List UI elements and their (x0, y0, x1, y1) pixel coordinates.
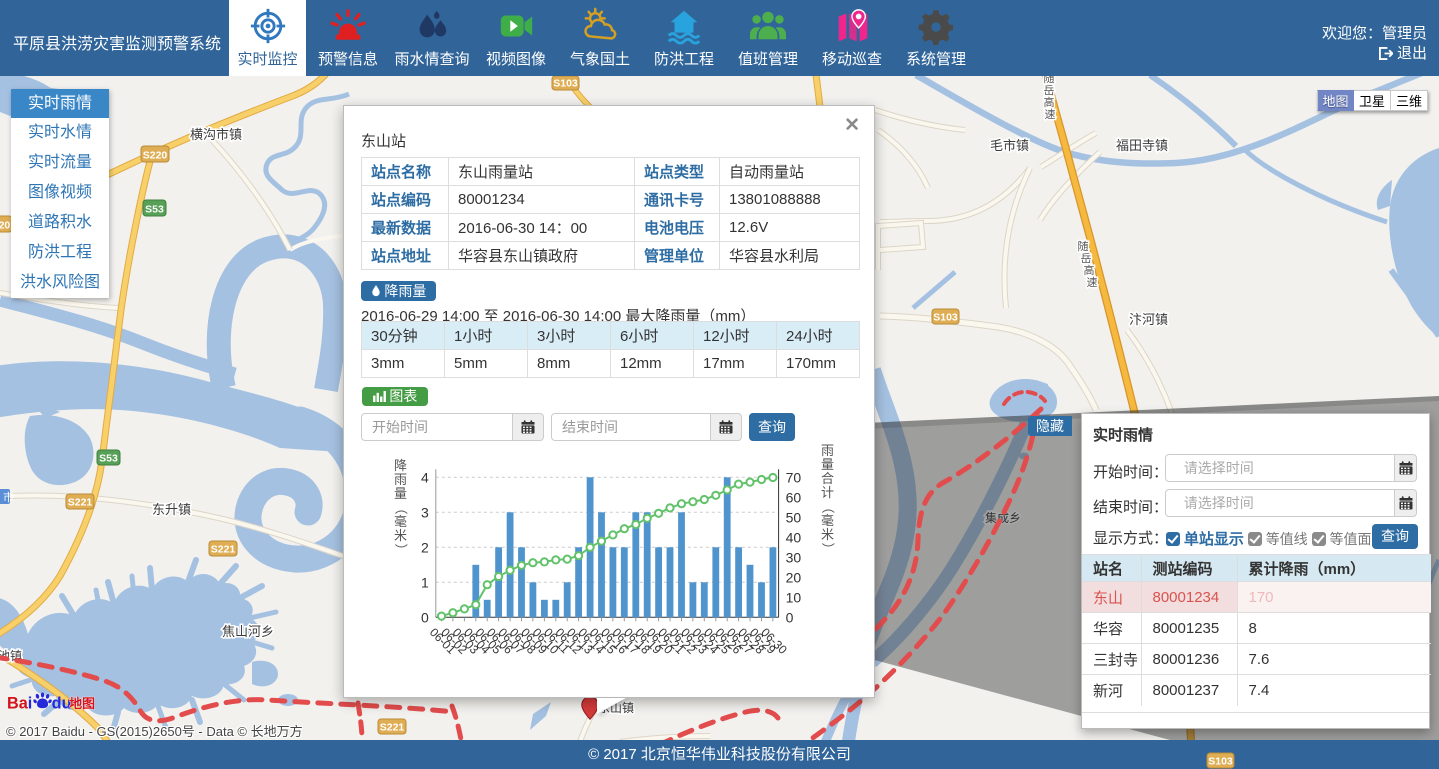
svg-text:S221: S221 (380, 722, 405, 734)
svg-text:市: 市 (3, 490, 14, 504)
svg-text:du: du (52, 694, 72, 712)
svg-text:S103: S103 (1208, 756, 1233, 768)
svg-text:60: 60 (786, 489, 802, 505)
svg-text:地图: 地图 (69, 696, 95, 711)
svg-text:S53: S53 (99, 453, 118, 465)
svg-text:0: 0 (786, 609, 794, 625)
svg-text:0: 0 (421, 609, 429, 625)
svg-text:30: 30 (786, 549, 802, 565)
svg-text:福田寺镇: 福田寺镇 (1116, 138, 1168, 153)
svg-text:汴河镇: 汴河镇 (1129, 312, 1168, 327)
svg-text:S220: S220 (143, 150, 168, 162)
svg-text:S220: S220 (0, 220, 10, 232)
svg-text:S53: S53 (145, 204, 164, 216)
svg-text:S103: S103 (933, 312, 958, 324)
svg-text:随岳高速: 随岳高速 (1044, 71, 1056, 121)
svg-text:随岳高速: 随岳高速 (1078, 239, 1098, 289)
svg-text:70: 70 (786, 469, 802, 485)
svg-text:集成乡: 集成乡 (985, 510, 1021, 525)
svg-text:20: 20 (786, 569, 802, 585)
svg-text:S221: S221 (211, 544, 236, 556)
svg-text:Bai: Bai (7, 694, 32, 712)
svg-text:50: 50 (786, 509, 802, 525)
svg-text:东升镇: 东升镇 (152, 502, 191, 517)
svg-text:1: 1 (421, 574, 429, 590)
svg-text:2: 2 (421, 539, 429, 555)
svg-text:毛市镇: 毛市镇 (990, 138, 1029, 153)
svg-text:S221: S221 (68, 497, 93, 509)
svg-text:3: 3 (421, 504, 429, 520)
svg-text:40: 40 (786, 529, 802, 545)
svg-text:焦山河乡: 焦山河乡 (222, 624, 274, 639)
svg-text:横沟市镇: 横沟市镇 (190, 127, 242, 142)
svg-text:S103: S103 (553, 78, 578, 90)
svg-text:4: 4 (421, 469, 429, 485)
svg-text:10: 10 (786, 589, 802, 605)
